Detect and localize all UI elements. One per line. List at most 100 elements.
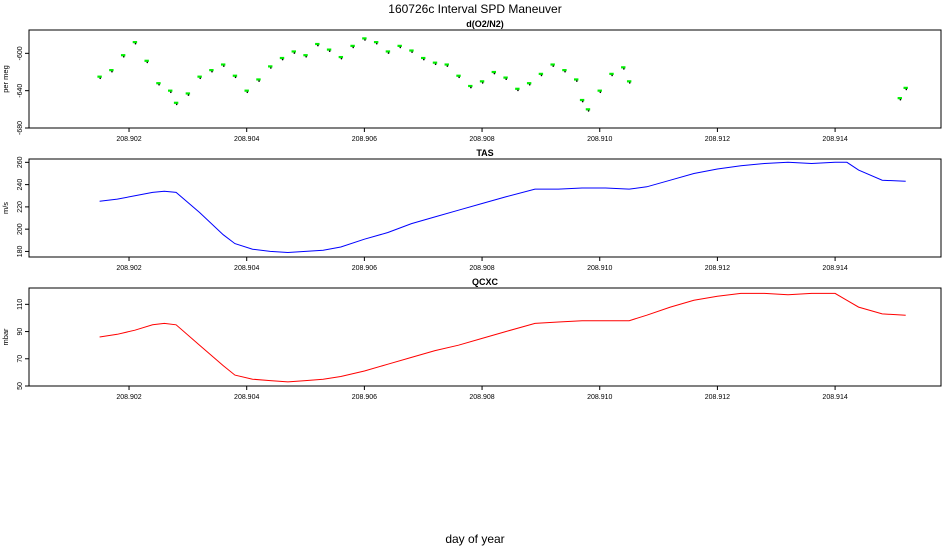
o2n2-smoothed-point (397, 44, 402, 47)
o2n2-panel-title: d(O2/N2) (466, 19, 504, 29)
o2n2-smoothed-point (479, 80, 485, 83)
o2n2-smoothed-point (256, 78, 261, 81)
panel-tas: TAS m/s 208.902 208.904 208.906 208.908 208.91… (1, 148, 942, 272)
o2n2-smoothed-point (315, 42, 320, 46)
o2n2-raw-point (905, 88, 908, 91)
tas-x-tick-label: 208.906 (352, 265, 377, 272)
o2n2-raw-point (352, 46, 355, 49)
o2n2-raw-point (158, 84, 160, 86)
o2n2-smoothed-point (538, 72, 544, 75)
tas-y-tick-label: 240 (17, 179, 24, 191)
panel-o2n2: d(O2/N2) per meg 208.902 208.904 208.906 208.… (1, 19, 942, 143)
o2n2-raw-point (399, 46, 402, 49)
x-axis-label: day of year (445, 532, 504, 546)
tas-plot-frame (28, 158, 942, 258)
o2n2-raw-point (587, 110, 590, 112)
o2n2-smoothed-point (144, 59, 149, 62)
o2n2-raw-point (564, 70, 566, 73)
o2n2-smoothed-point (574, 78, 579, 81)
o2n2-raw-point (528, 84, 531, 86)
o2n2-raw-point (581, 100, 584, 103)
qcxc-series-line (99, 292, 906, 383)
o2n2-smoothed-point (268, 65, 273, 68)
tas-x-tick-label: 208.904 (234, 265, 259, 272)
o2n2-smoothed-point (421, 56, 426, 60)
o2n2-raw-point (540, 74, 543, 77)
o2n2-raw-point (599, 91, 602, 94)
o2n2-smoothed-point (220, 63, 226, 66)
o2n2-raw-point (446, 65, 449, 67)
o2n2-raw-point (293, 52, 296, 54)
o2n2-smoothed-point (185, 92, 191, 95)
o2n2-raw-point (470, 86, 472, 89)
o2n2-x-tick-label: 208.912 (705, 136, 730, 143)
o2n2-smoothed-point (432, 61, 438, 64)
o2n2-raw-point (211, 70, 213, 73)
qcxc-y-tick-label: 70 (17, 355, 24, 363)
tas-x-tick-label: 208.914 (822, 265, 847, 272)
o2n2-raw-point (505, 78, 507, 80)
o2n2-smoothed-point (579, 98, 585, 102)
tas-x-tick-label: 208.902 (116, 265, 141, 272)
o2n2-smoothed-point (97, 75, 102, 78)
qcxc-y-tick-label: 90 (17, 328, 24, 336)
tas-x-tick-label: 208.912 (705, 265, 730, 272)
tas-panel-title: TAS (476, 148, 493, 158)
o2n2-plot-frame (28, 29, 942, 129)
o2n2-x-tick-label: 208.902 (116, 136, 141, 143)
o2n2-raw-point (434, 63, 437, 66)
o2n2-smoothed-point (526, 82, 532, 85)
o2n2-smoothed-point (503, 76, 508, 79)
o2n2-raw-point (628, 82, 631, 84)
qcxc-x-tick-label: 208.910 (587, 394, 612, 401)
o2n2-smoothed-point (626, 80, 632, 83)
o2n2-smoothed-point (550, 63, 555, 66)
o2n2-raw-point (305, 56, 307, 58)
o2n2-smoothed-point (173, 101, 179, 104)
o2n2-raw-point (281, 58, 284, 61)
o2n2-smoothed-point (197, 75, 202, 78)
tas-y-tick-label: 200 (17, 223, 24, 235)
tas-x-tick-label: 208.910 (587, 265, 612, 272)
qcxc-y-tick-label: 50 (17, 382, 24, 390)
o2n2-raw-point (270, 67, 272, 69)
o2n2-smoothed-point (409, 49, 414, 52)
o2n2-raw-point (222, 65, 225, 67)
o2n2-smoothed-point (609, 72, 614, 75)
o2n2-x-tick-label: 208.908 (469, 136, 494, 143)
o2n2-raw-point (423, 58, 425, 61)
o2n2-y-tick-label: -600 (17, 46, 24, 60)
o2n2-smoothed-point (156, 82, 161, 85)
tas-y-tick-label: 220 (17, 201, 24, 213)
qcxc-y-axis-label: mbar (1, 328, 10, 346)
qcxc-x-tick-label: 208.904 (234, 394, 259, 401)
o2n2-raw-point (134, 42, 137, 45)
o2n2-raw-point (576, 80, 578, 82)
o2n2-smoothed-point (562, 69, 567, 72)
o2n2-smoothed-point (120, 54, 126, 57)
tas-x-tick-label: 208.908 (469, 265, 494, 272)
o2n2-smoothed-point (338, 55, 344, 59)
o2n2-smoothed-point (168, 89, 173, 92)
o2n2-raw-point (146, 61, 149, 64)
o2n2-smoothed-point (621, 66, 626, 69)
o2n2-smoothed-point (444, 63, 449, 66)
o2n2-raw-point (364, 39, 366, 41)
o2n2-raw-point (317, 44, 319, 47)
o2n2-smoothed-point (209, 69, 214, 72)
o2n2-smoothed-point (585, 108, 591, 111)
o2n2-smoothed-point (491, 70, 497, 74)
o2n2-raw-point (234, 76, 237, 79)
o2n2-smoothed-point (897, 97, 903, 100)
o2n2-smoothed-point (279, 56, 285, 60)
qcxc-x-tick-label: 208.906 (352, 394, 377, 401)
qcxc-x-tick-label: 208.914 (822, 394, 847, 401)
o2n2-raw-point (481, 82, 484, 84)
o2n2-x-tick-label: 208.914 (822, 136, 847, 143)
o2n2-x-tick-label: 208.904 (234, 136, 259, 143)
o2n2-smoothed-point (385, 50, 391, 53)
panel-qcxc: QCXC mbar 208.902 208.904 208.906 208.908 208.… (1, 277, 942, 401)
qcxc-x-tick-label: 208.902 (116, 394, 141, 401)
o2n2-smoothed-point (232, 74, 238, 77)
o2n2-y-tick-label: -680 (17, 121, 24, 135)
